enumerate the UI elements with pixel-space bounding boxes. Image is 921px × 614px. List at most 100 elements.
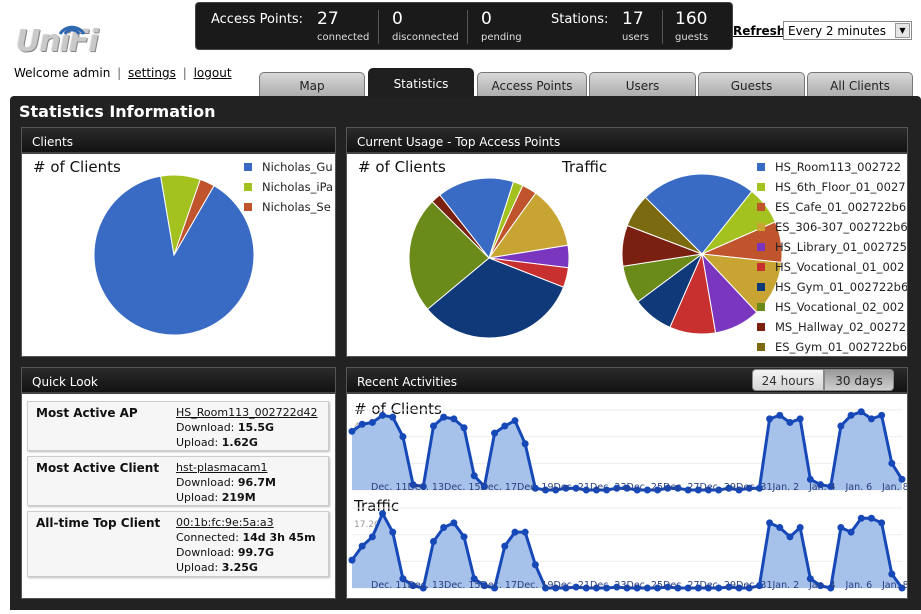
data-point[interactable]	[501, 422, 509, 430]
data-point[interactable]	[684, 486, 692, 494]
pie-slice[interactable]	[487, 192, 569, 259]
clients-pie-chart[interactable]	[73, 154, 273, 354]
data-point[interactable]	[491, 584, 499, 592]
tab-users[interactable]: Users	[589, 72, 696, 98]
data-point[interactable]	[542, 486, 550, 494]
data-point[interactable]	[827, 584, 835, 592]
data-point[interactable]	[379, 411, 387, 419]
stat-users[interactable]: 17 users	[622, 9, 650, 43]
data-point[interactable]	[450, 415, 458, 423]
data-point[interactable]	[704, 584, 712, 592]
data-point[interactable]	[867, 514, 875, 522]
data-point[interactable]	[582, 584, 590, 592]
range-24-hours-button[interactable]: 24 hours	[752, 369, 824, 391]
data-point[interactable]	[735, 486, 743, 494]
data-point[interactable]	[531, 484, 539, 492]
usage-traffic-pie-chart[interactable]	[617, 169, 787, 339]
data-point[interactable]	[633, 584, 641, 592]
data-point[interactable]	[470, 575, 478, 583]
data-point[interactable]	[470, 472, 478, 480]
data-point[interactable]	[694, 486, 702, 494]
data-point[interactable]	[725, 583, 733, 591]
tab-access-points[interactable]: Access Points	[477, 72, 587, 98]
data-point[interactable]	[847, 411, 855, 419]
data-point[interactable]	[440, 413, 448, 421]
data-point[interactable]	[674, 584, 682, 592]
tab-guests[interactable]: Guests	[698, 72, 805, 98]
data-point[interactable]	[419, 482, 427, 490]
data-point[interactable]	[501, 542, 509, 550]
legend-item[interactable]: ES_Cafe_01_002722b6	[757, 197, 907, 217]
data-point[interactable]	[857, 514, 865, 522]
data-point[interactable]	[368, 533, 376, 541]
data-point[interactable]	[399, 433, 407, 441]
legend-item[interactable]: HS_6th_Floor_01_0027	[757, 177, 907, 197]
tab-all-clients[interactable]: All Clients	[807, 72, 913, 98]
data-point[interactable]	[419, 584, 427, 592]
data-point[interactable]	[562, 484, 570, 492]
data-point[interactable]	[817, 582, 825, 590]
data-point[interactable]	[786, 418, 794, 426]
dropdown-arrow-icon[interactable]: ▼	[895, 23, 910, 38]
refresh-interval-select[interactable]: Every 2 minutes ▼	[783, 21, 912, 40]
data-point[interactable]	[460, 533, 468, 541]
pie-slice[interactable]	[173, 178, 215, 256]
data-point[interactable]	[460, 424, 468, 432]
data-point[interactable]	[480, 482, 488, 490]
data-point[interactable]	[664, 484, 672, 492]
data-point[interactable]	[429, 537, 437, 545]
data-point[interactable]	[592, 486, 600, 494]
data-point[interactable]	[878, 411, 886, 419]
data-point[interactable]	[837, 524, 845, 532]
data-point[interactable]	[755, 484, 763, 492]
tab-map[interactable]: Map	[259, 72, 365, 98]
stat-ap-connected[interactable]: 27 connected	[317, 9, 370, 43]
most-active-client-link[interactable]: hst-plasmacam1	[176, 461, 268, 474]
data-point[interactable]	[654, 486, 662, 494]
data-point[interactable]	[888, 459, 896, 467]
data-point[interactable]	[348, 556, 356, 564]
data-point[interactable]	[715, 486, 723, 494]
data-point[interactable]	[643, 584, 651, 592]
data-point[interactable]	[867, 415, 875, 423]
data-point[interactable]	[878, 519, 886, 527]
data-point[interactable]	[480, 582, 488, 590]
data-point[interactable]	[806, 575, 814, 583]
settings-link[interactable]: settings	[128, 66, 176, 80]
data-point[interactable]	[358, 420, 366, 428]
data-point[interactable]	[745, 484, 753, 492]
data-point[interactable]	[827, 482, 835, 490]
data-point[interactable]	[440, 524, 448, 532]
pie-slice[interactable]	[644, 173, 753, 255]
data-point[interactable]	[633, 486, 641, 494]
data-point[interactable]	[379, 510, 387, 518]
usage-clients-pie-chart[interactable]	[399, 168, 579, 348]
logout-link[interactable]: logout	[193, 66, 232, 80]
data-point[interactable]	[613, 583, 621, 591]
all-time-top-client-link[interactable]: 00:1b:fc:9e:5a:a3	[176, 516, 274, 529]
data-point[interactable]	[572, 583, 580, 591]
data-point[interactable]	[521, 440, 529, 448]
legend-item[interactable]: Nicholas_Gu	[244, 157, 336, 177]
data-point[interactable]	[552, 584, 560, 592]
data-point[interactable]	[888, 570, 896, 578]
data-point[interactable]	[592, 584, 600, 592]
data-point[interactable]	[654, 584, 662, 592]
data-point[interactable]	[684, 584, 692, 592]
data-point[interactable]	[704, 486, 712, 494]
data-point[interactable]	[450, 519, 458, 527]
activities-traffic-chart[interactable]: Dec. 11 Dec. 13 Dec. 15 Dec. 17 Dec. 19 Dec. …	[347, 496, 907, 596]
data-point[interactable]	[582, 486, 590, 494]
data-point[interactable]	[358, 542, 366, 550]
pie-slice[interactable]	[431, 194, 490, 259]
data-point[interactable]	[837, 422, 845, 430]
data-point[interactable]	[511, 417, 519, 425]
tab-statistics[interactable]: Statistics	[368, 68, 474, 98]
data-point[interactable]	[623, 584, 631, 592]
data-point[interactable]	[817, 481, 825, 489]
pie-slice[interactable]	[626, 196, 703, 255]
data-point[interactable]	[755, 582, 763, 590]
legend-item[interactable]: HS_Gym_01_002722b6	[757, 277, 907, 297]
refresh-link[interactable]: Refresh	[733, 24, 786, 38]
data-point[interactable]	[511, 528, 519, 536]
